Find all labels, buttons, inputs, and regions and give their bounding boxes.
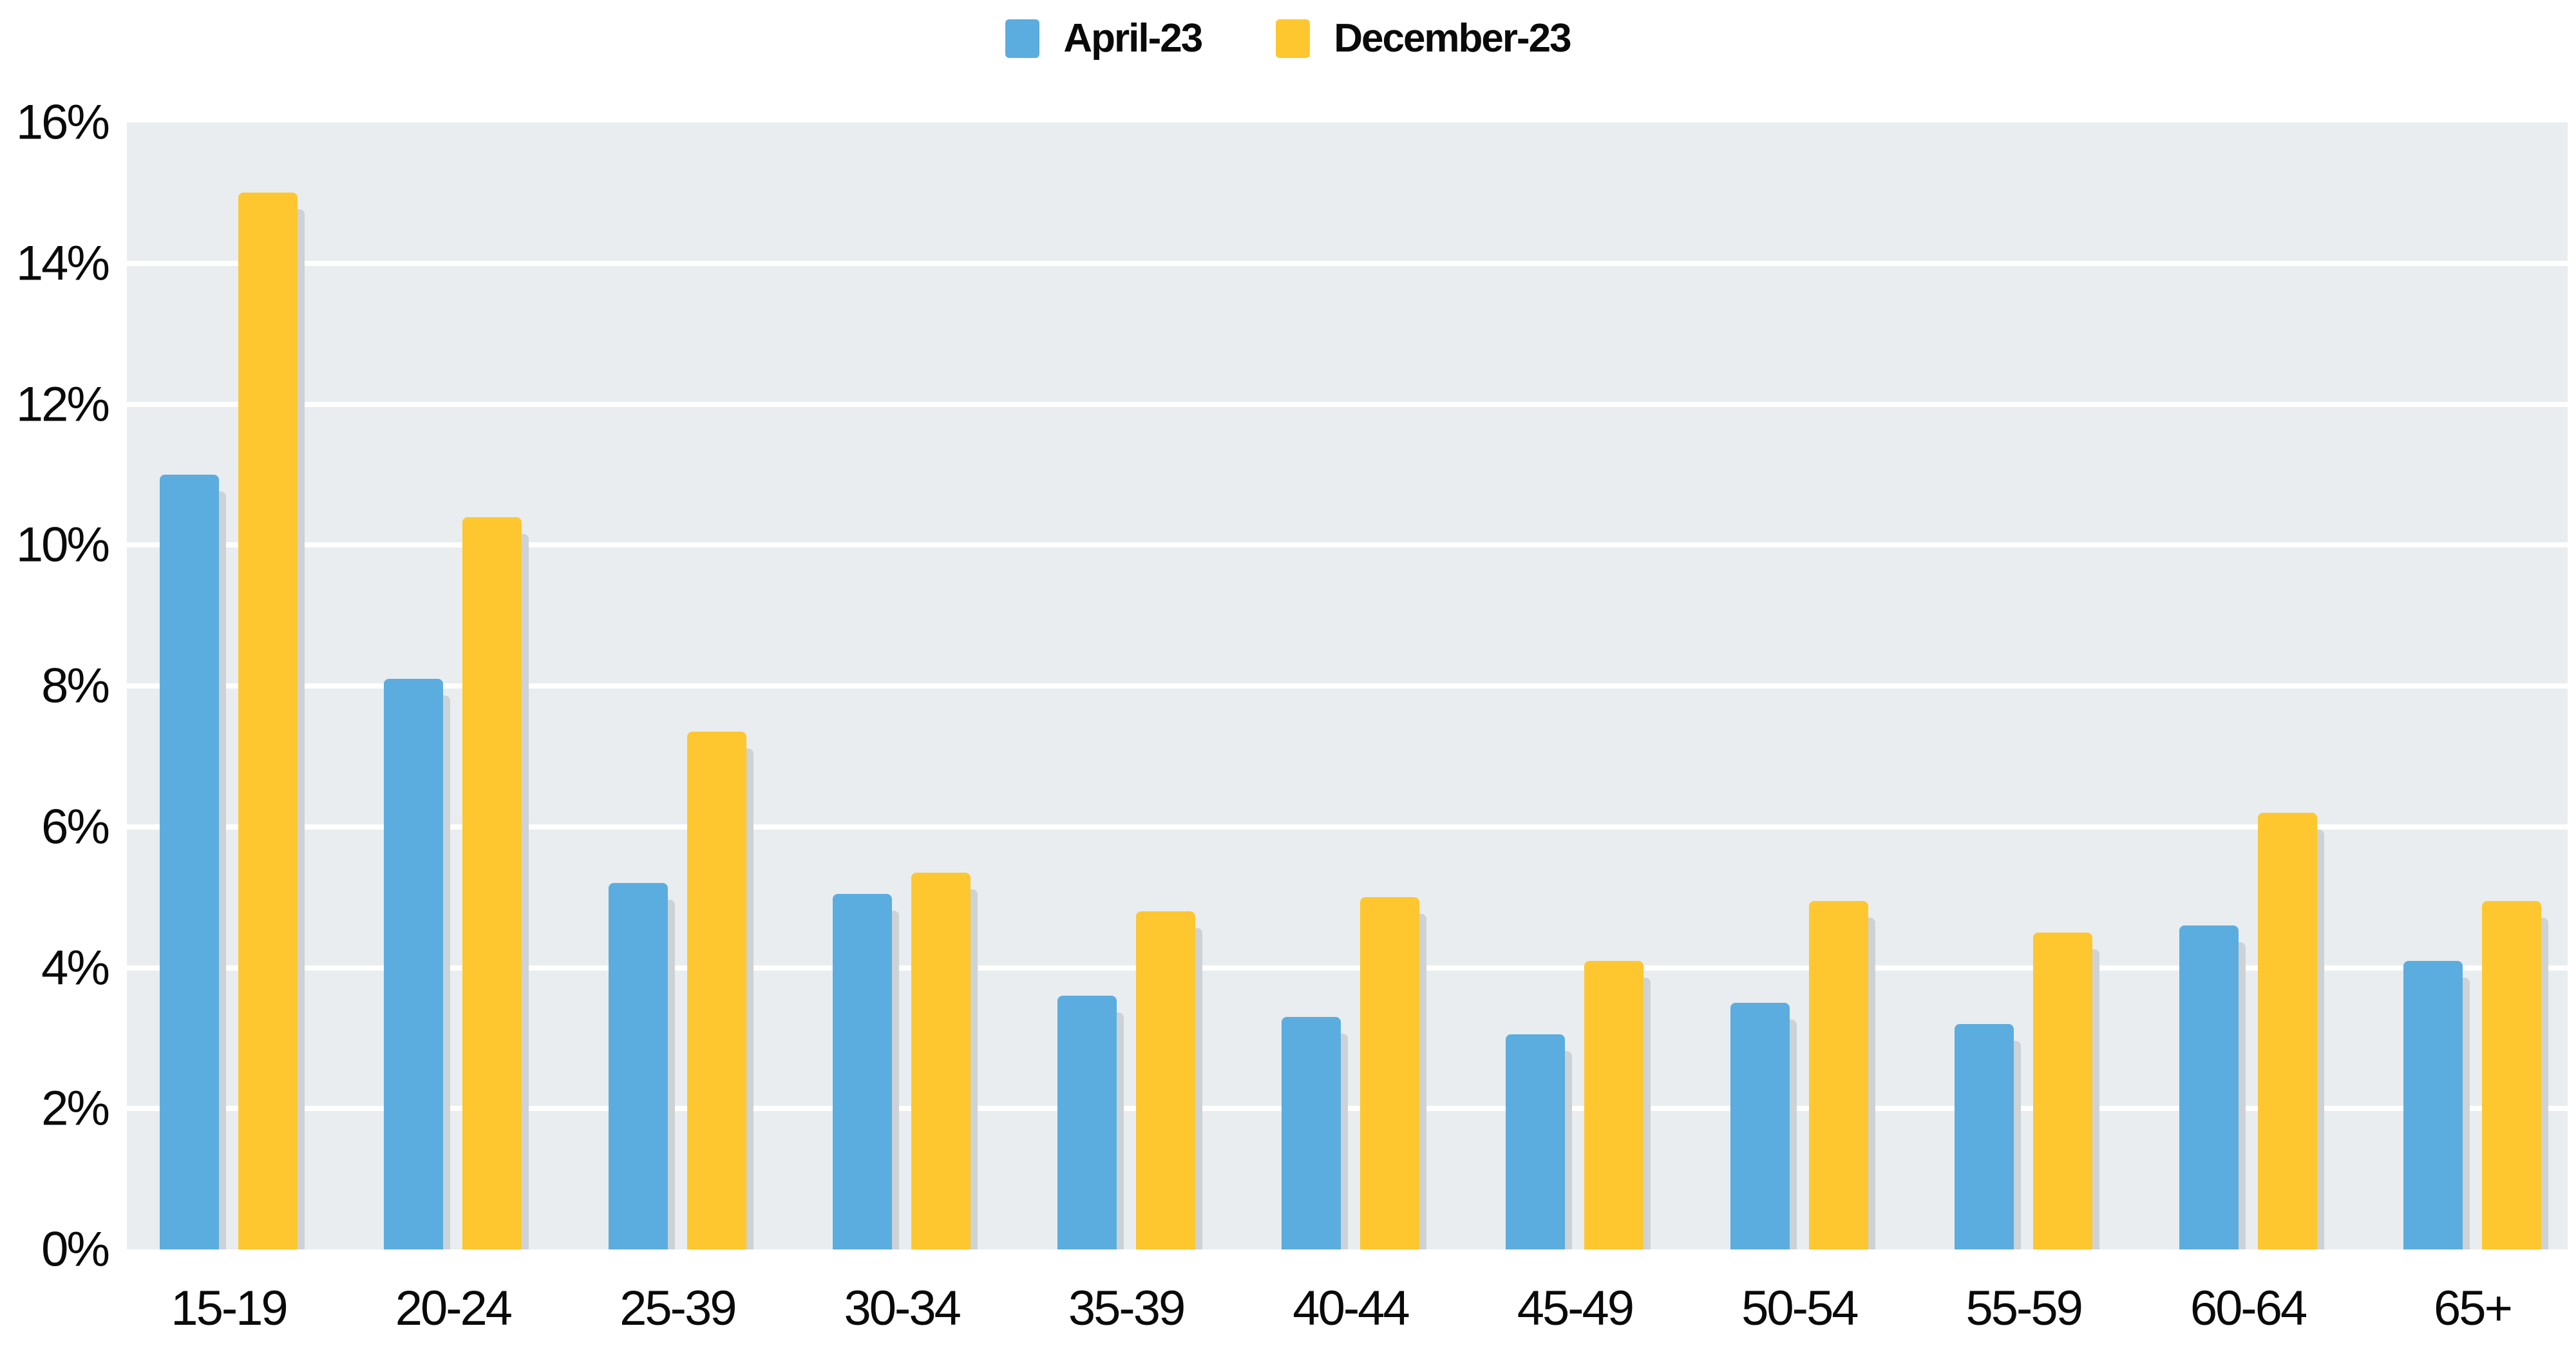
bar-december-23-65+	[2482, 900, 2541, 1249]
y-tick-label: 14%	[15, 236, 110, 291]
chart-legend: April-23 December-23	[0, 15, 2576, 61]
x-tick-label-30-34: 30-34	[844, 1281, 961, 1336]
legend-swatch-icon	[1005, 19, 1040, 58]
gridline	[127, 260, 2568, 266]
legend-label: December-23	[1334, 16, 1571, 61]
y-tick-label: 12%	[15, 377, 110, 432]
bar-december-23-40-44	[1360, 897, 1419, 1249]
y-tick-label: 0%	[41, 1222, 110, 1277]
legend-label: April-23	[1063, 16, 1203, 61]
y-tick-label: 10%	[15, 517, 110, 573]
bar-april-23-55-59	[1955, 1024, 2014, 1249]
y-tick-label: 4%	[41, 940, 110, 995]
gridline	[127, 824, 2568, 830]
bar-april-23-35-39	[1057, 996, 1117, 1249]
x-tick-label-50-54: 50-54	[1741, 1281, 1859, 1336]
bar-december-23-55-59	[2033, 932, 2093, 1249]
x-tick-label-20-24: 20-24	[395, 1281, 513, 1336]
gridline	[127, 683, 2568, 688]
bar-april-23-25-39	[608, 883, 668, 1249]
plot-area	[127, 122, 2568, 1249]
x-tick-label-45-49: 45-49	[1517, 1281, 1634, 1336]
gridline	[127, 965, 2568, 971]
y-tick-label: 16%	[15, 95, 110, 150]
bar-april-23-45-49	[1506, 1034, 1566, 1249]
x-tick-label-60-64: 60-64	[2190, 1281, 2307, 1336]
bar-april-23-40-44	[1282, 1017, 1341, 1249]
bar-december-23-60-64	[2257, 812, 2317, 1249]
bar-april-23-15-19	[160, 474, 219, 1249]
bar-december-23-25-39	[687, 732, 746, 1249]
gridline	[127, 1106, 2568, 1112]
bar-december-23-35-39	[1135, 911, 1195, 1249]
x-tick-label-40-44: 40-44	[1293, 1281, 1410, 1336]
bar-december-23-45-49	[1584, 960, 1644, 1249]
gridline	[127, 542, 2568, 548]
bar-april-23-20-24	[384, 679, 444, 1249]
legend-item-april-23: April-23	[1005, 15, 1203, 61]
bar-december-23-30-34	[911, 872, 971, 1249]
y-tick-label: 2%	[41, 1081, 110, 1136]
bar-december-23-50-54	[1808, 900, 1868, 1249]
x-tick-label-35-39: 35-39	[1068, 1281, 1186, 1336]
legend-item-december-23: December-23	[1276, 15, 1572, 61]
y-tick-label: 6%	[41, 799, 110, 855]
x-tick-label-25-39: 25-39	[620, 1281, 737, 1336]
bar-december-23-20-24	[462, 517, 522, 1249]
bar-april-23-60-64	[2179, 925, 2239, 1249]
bar-april-23-50-54	[1730, 1003, 1790, 1249]
gridline	[127, 401, 2568, 407]
bar-april-23-65+	[2403, 960, 2463, 1249]
legend-swatch-icon	[1276, 19, 1311, 58]
x-tick-label-65+: 65+	[2434, 1281, 2513, 1336]
bar-april-23-30-34	[833, 893, 893, 1249]
bar-december-23-15-19	[238, 193, 298, 1249]
x-tick-label-15-19: 15-19	[171, 1281, 288, 1336]
y-tick-label: 8%	[41, 658, 110, 714]
x-tick-label-55-59: 55-59	[1965, 1281, 2083, 1336]
